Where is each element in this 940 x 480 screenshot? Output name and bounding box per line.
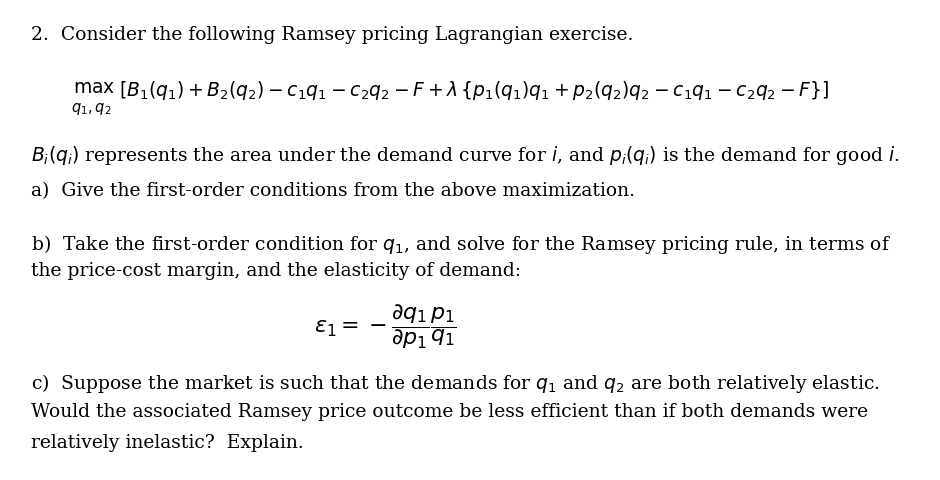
Text: relatively inelastic?  Explain.: relatively inelastic? Explain. [31, 434, 304, 452]
Text: the price-cost margin, and the elasticity of demand:: the price-cost margin, and the elasticit… [31, 262, 521, 279]
Text: $q_1, q_2$: $q_1, q_2$ [70, 101, 111, 117]
Text: Would the associated Ramsey price outcome be less efficient than if both demands: Would the associated Ramsey price outcom… [31, 403, 868, 421]
Text: $B_i(q_i)$ represents the area under the demand curve for $i$, and $p_i(q_i)$ is: $B_i(q_i)$ represents the area under the… [31, 144, 900, 167]
Text: c)  Suppose the market is such that the demands for $q_1$ and $q_2$ are both rel: c) Suppose the market is such that the d… [31, 372, 880, 395]
Text: $\epsilon_1 = -\dfrac{\partial q_1}{\partial p_1}\dfrac{p_1}{q_1}$: $\epsilon_1 = -\dfrac{\partial q_1}{\par… [314, 302, 457, 351]
Text: b)  Take the first-order condition for $q_1$, and solve for the Ramsey pricing r: b) Take the first-order condition for $q… [31, 233, 891, 256]
Text: $[B_1(q_1) + B_2(q_2) - c_1 q_1 - c_2 q_2 - F + \lambda\,\{p_1(q_1)q_1 + p_2(q_2: $[B_1(q_1) + B_2(q_2) - c_1 q_1 - c_2 q_… [119, 79, 830, 102]
Text: $\mathrm{max}$: $\mathrm{max}$ [73, 79, 116, 97]
Text: a)  Give the first-order conditions from the above maximization.: a) Give the first-order conditions from … [31, 182, 634, 201]
Text: 2.  Consider the following Ramsey pricing Lagrangian exercise.: 2. Consider the following Ramsey pricing… [31, 26, 634, 45]
